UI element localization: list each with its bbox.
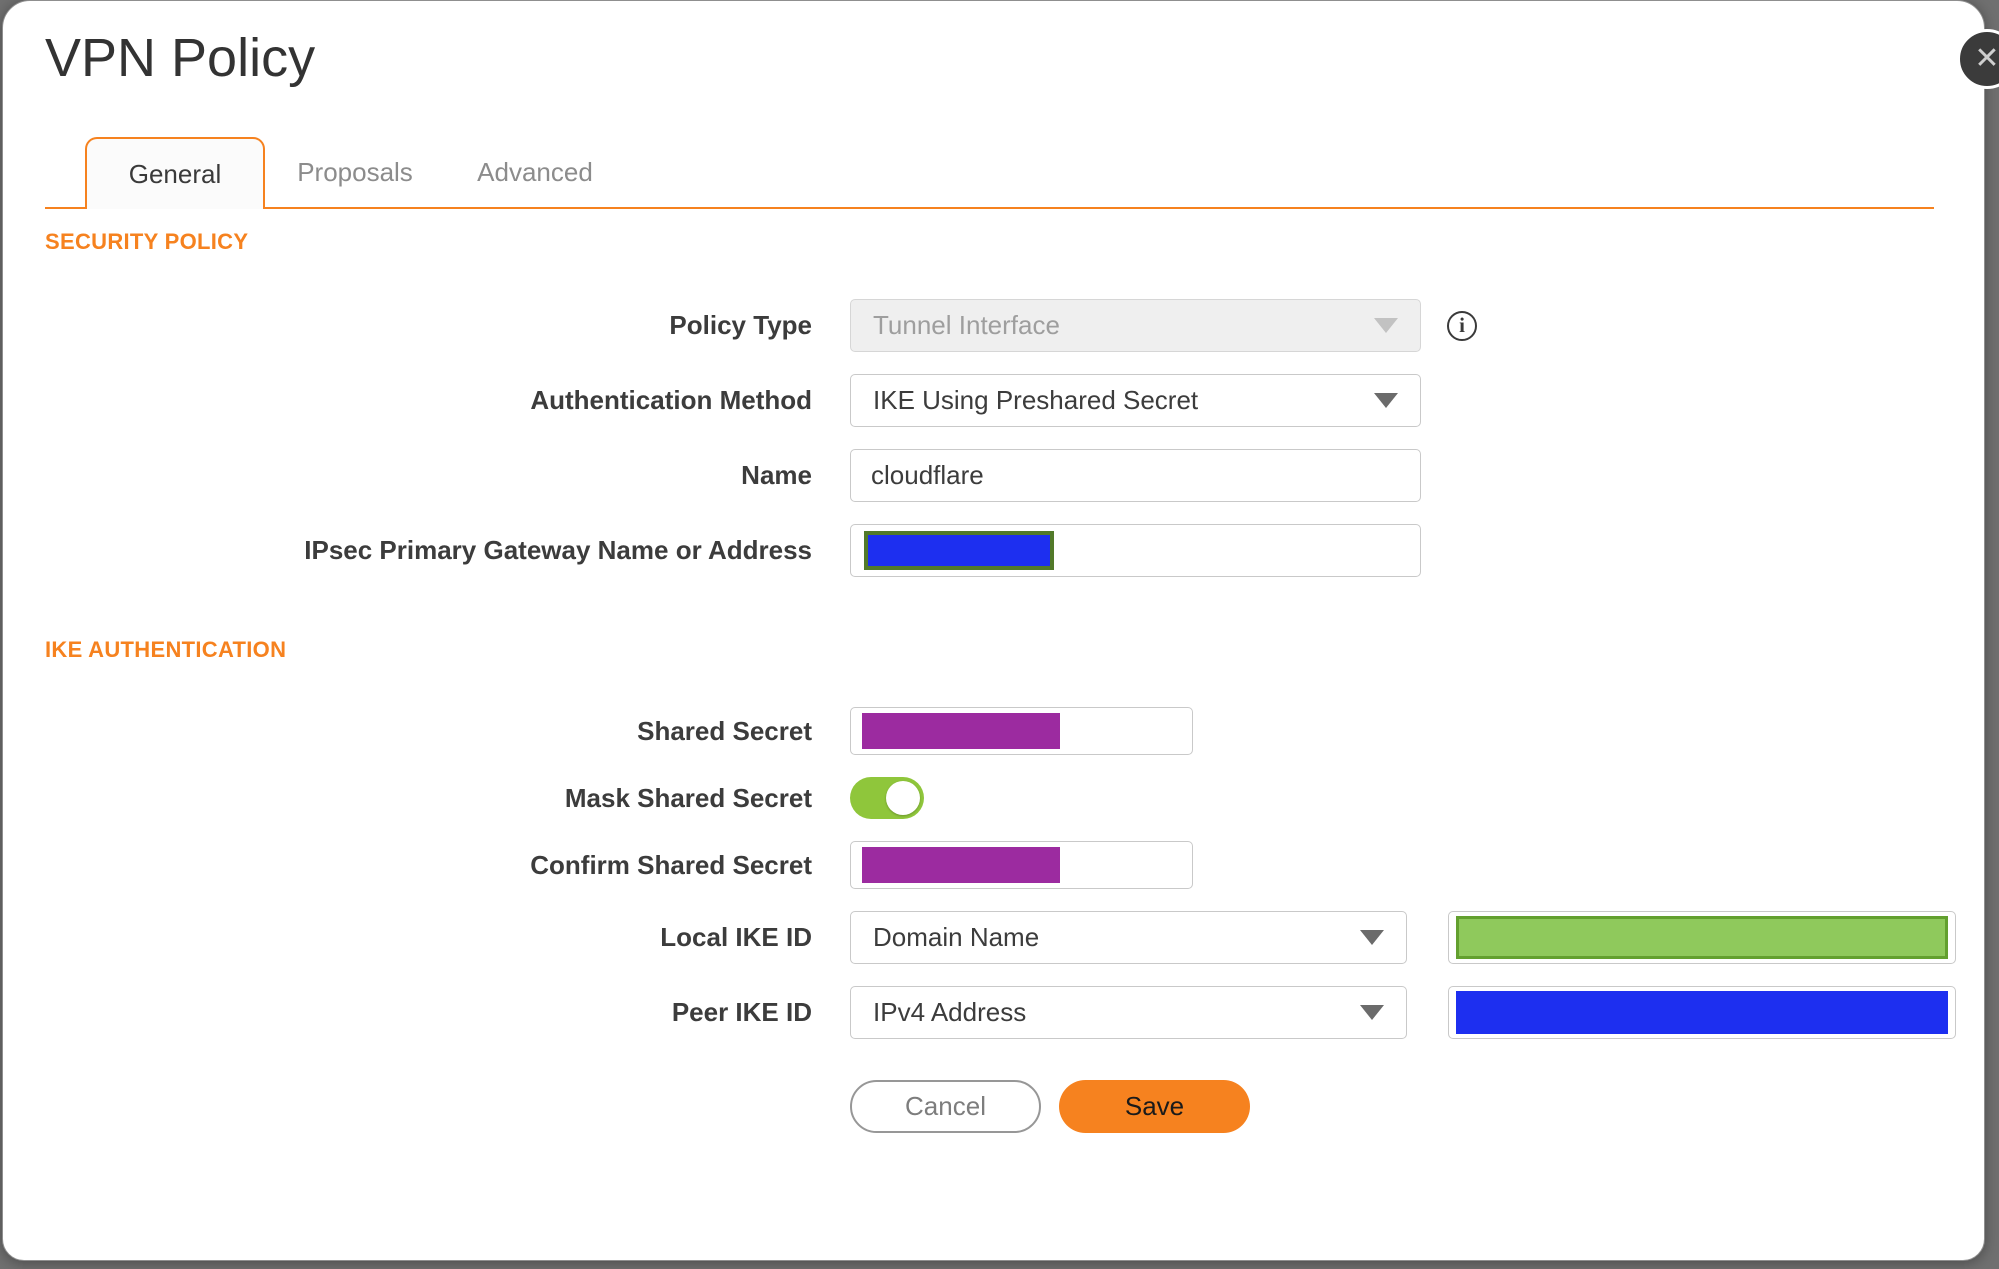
local-ike-id-row: Local IKE ID Domain Name <box>45 911 1984 964</box>
chevron-down-icon <box>1374 393 1398 408</box>
close-icon[interactable]: ✕ <box>1957 29 1999 89</box>
shared-secret-label: Shared Secret <box>637 715 812 746</box>
peer-ike-id-select[interactable]: IPv4 Address <box>850 986 1407 1039</box>
policy-type-row: Policy Type Tunnel Interface i <box>45 299 1984 352</box>
mask-shared-secret-label: Mask Shared Secret <box>564 782 812 813</box>
dialog-actions: Cancel Save <box>850 1080 1984 1133</box>
authentication-method-value: IKE Using Preshared Secret <box>873 385 1199 415</box>
authentication-method-select[interactable]: IKE Using Preshared Secret <box>850 374 1421 427</box>
authentication-method-row: Authentication Method IKE Using Preshare… <box>45 374 1984 427</box>
save-button[interactable]: Save <box>1059 1080 1250 1133</box>
gateway-redacted-value <box>864 531 1054 570</box>
confirm-shared-secret-redacted-value <box>862 847 1060 883</box>
chevron-down-icon <box>1360 1005 1384 1020</box>
policy-type-value: Tunnel Interface <box>873 310 1060 340</box>
tab-proposals[interactable]: Proposals <box>265 137 445 207</box>
policy-type-select: Tunnel Interface <box>850 299 1421 352</box>
peer-ike-id-type-value: IPv4 Address <box>873 997 1027 1027</box>
peer-ike-id-input[interactable] <box>1448 986 1956 1039</box>
confirm-shared-secret-label: Confirm Shared Secret <box>530 849 812 880</box>
confirm-shared-secret-row: Confirm Shared Secret <box>45 841 1984 889</box>
chevron-down-icon <box>1374 318 1398 333</box>
tab-advanced-label: Advanced <box>477 156 593 187</box>
info-icon[interactable]: i <box>1447 310 1477 341</box>
peer-ike-id-row: Peer IKE ID IPv4 Address <box>45 986 1984 1039</box>
peer-ike-id-redacted-value <box>1456 991 1948 1034</box>
page-title: VPN Policy <box>45 28 316 88</box>
name-row: Name <box>45 449 1984 502</box>
shared-secret-input[interactable] <box>850 707 1193 755</box>
local-ike-id-type-value: Domain Name <box>873 922 1040 952</box>
peer-ike-id-label: Peer IKE ID <box>671 997 812 1027</box>
name-input[interactable] <box>850 449 1421 502</box>
chevron-down-icon <box>1360 930 1384 945</box>
info-glyph: i <box>1459 313 1465 337</box>
local-ike-id-select[interactable]: Domain Name <box>850 911 1407 964</box>
local-ike-id-label: Local IKE ID <box>660 922 812 952</box>
ike-authentication-header: IKE AUTHENTICATION <box>45 637 287 662</box>
gateway-input[interactable] <box>850 524 1421 577</box>
cancel-button[interactable]: Cancel <box>850 1080 1041 1133</box>
security-policy-header: SECURITY POLICY <box>45 229 249 254</box>
gateway-label: IPsec Primary Gateway Name or Address <box>304 535 812 565</box>
shared-secret-row: Shared Secret <box>45 707 1984 755</box>
toggle-knob <box>886 781 920 815</box>
mask-shared-secret-row: Mask Shared Secret <box>45 777 1984 819</box>
close-glyph: ✕ <box>1974 42 1999 75</box>
policy-type-label: Policy Type <box>669 310 812 340</box>
tab-general[interactable]: General <box>85 137 265 209</box>
confirm-shared-secret-input[interactable] <box>850 841 1193 889</box>
tab-advanced[interactable]: Advanced <box>445 137 625 207</box>
authentication-method-label: Authentication Method <box>530 385 812 415</box>
local-ike-id-redacted-value <box>1456 916 1948 959</box>
name-label: Name <box>741 460 812 490</box>
shared-secret-redacted-value <box>862 713 1060 749</box>
tab-proposals-label: Proposals <box>297 156 413 187</box>
tab-general-label: General <box>128 158 222 189</box>
mask-shared-secret-toggle[interactable] <box>850 777 924 819</box>
general-tab-content: SECURITY POLICY Policy Type Tunnel Inter… <box>3 209 1984 1133</box>
gateway-row: IPsec Primary Gateway Name or Address <box>45 524 1984 577</box>
local-ike-id-input[interactable] <box>1448 911 1956 964</box>
tab-bar: General Proposals Advanced <box>45 135 1934 209</box>
